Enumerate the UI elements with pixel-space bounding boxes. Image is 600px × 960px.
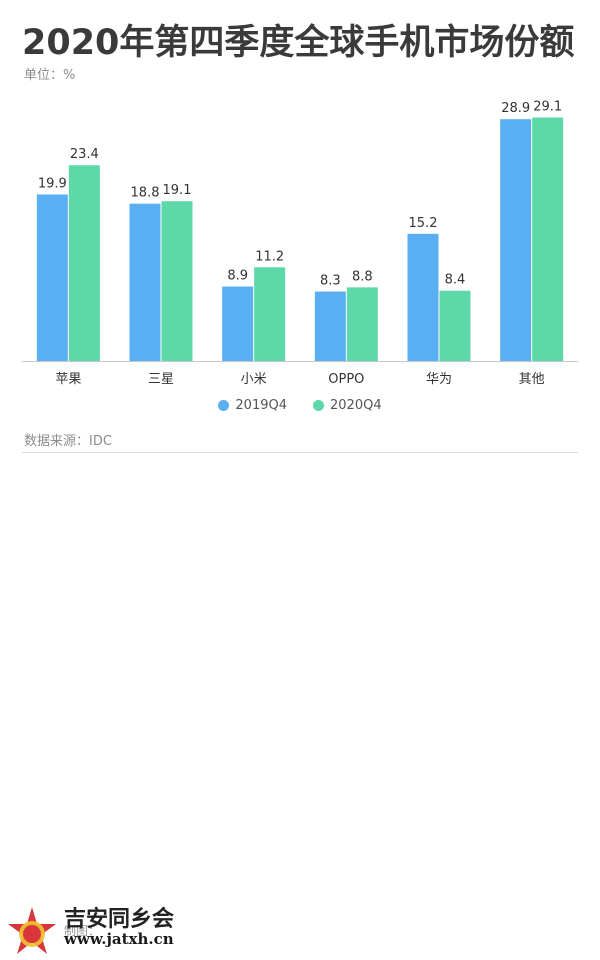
bar-2020q4-2 xyxy=(254,267,286,361)
x-tick-label-2: 小米 xyxy=(241,372,267,387)
watermark-footer: 制图： 吉安同乡会 www.jatxh.cn xyxy=(0,452,600,954)
bar-2020q4-4 xyxy=(439,290,471,361)
source-label: 数据来源：IDC xyxy=(24,434,112,449)
bar-2019q4-4 xyxy=(407,233,439,361)
bar-2019q4-5 xyxy=(500,119,532,361)
legend-swatch-2019q4 xyxy=(218,400,230,411)
legend-label-2020q4: 2020Q4 xyxy=(330,398,382,413)
data-label-2019q4-3: 8.3 xyxy=(320,274,341,289)
data-label-2020q4-1: 19.1 xyxy=(163,183,192,198)
legend-item-2020q4[interactable]: 2020Q4 xyxy=(313,398,382,413)
legend-swatch-2020q4 xyxy=(313,400,324,411)
data-label-2020q4-3: 8.8 xyxy=(352,269,373,284)
chart-title: 2020年第四季度全球手机市场份额 xyxy=(22,23,575,63)
data-label-2019q4-5: 28.9 xyxy=(501,101,530,116)
svg-text:吉安同乡会: 吉安同乡会 xyxy=(64,906,174,932)
x-tick-label-0: 苹果 xyxy=(55,372,81,387)
legend: 2019Q4 2020Q4 xyxy=(0,398,600,413)
data-label-2019q4-4: 15.2 xyxy=(409,216,438,231)
bar-2019q4-1 xyxy=(129,203,161,361)
x-tick-label-1: 三星 xyxy=(148,372,174,387)
bar-2020q4-5 xyxy=(532,117,564,361)
x-tick-label-3: OPPO xyxy=(328,372,364,387)
data-label-2020q4-0: 23.4 xyxy=(70,147,99,162)
data-label-2020q4-4: 8.4 xyxy=(445,273,466,288)
bar-2020q4-1 xyxy=(161,201,193,361)
bar-2019q4-2 xyxy=(222,286,254,361)
x-tick-label-4: 华为 xyxy=(426,372,452,387)
bar-2019q4-0 xyxy=(36,194,68,361)
watermark-logo-icon xyxy=(8,907,56,954)
bar-2020q4-3 xyxy=(346,287,378,361)
data-label-2019q4-1: 18.8 xyxy=(131,186,160,201)
bar-2020q4-0 xyxy=(68,165,100,361)
unit-label: 单位：% xyxy=(24,68,76,83)
footer-divider xyxy=(22,452,578,453)
watermark-wordmark: 吉安同乡会 xyxy=(64,906,174,932)
x-tick-label-5: 其他 xyxy=(519,372,545,387)
data-label-2020q4-2: 11.2 xyxy=(255,249,284,264)
bar-2019q4-3 xyxy=(314,291,346,361)
data-label-2019q4-2: 8.9 xyxy=(227,269,248,284)
legend-label-2019q4: 2019Q4 xyxy=(235,398,287,413)
data-label-2019q4-0: 19.9 xyxy=(38,177,67,192)
bar-chart: 19.923.4 苹果 18.8 19.1 三星 8.9 11.2 小米 8.3 8.8 OPPO 1… xyxy=(22,100,578,387)
data-label-2020q4-5: 29.1 xyxy=(533,100,562,115)
watermark-url: www.jatxh.cn xyxy=(64,930,174,948)
legend-item-2019q4[interactable]: 2019Q4 xyxy=(218,398,287,413)
